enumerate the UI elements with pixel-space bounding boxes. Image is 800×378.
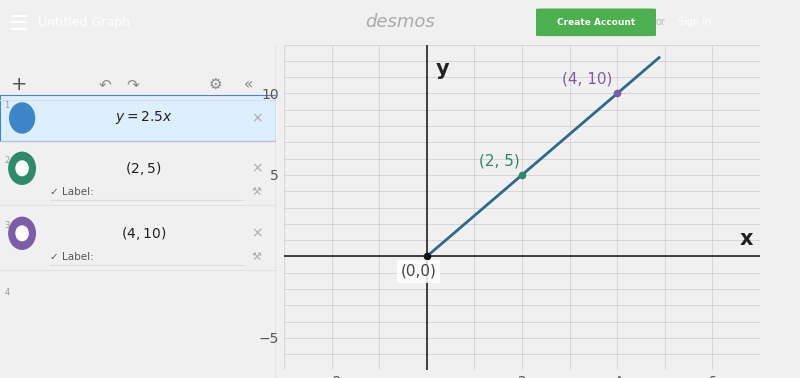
Circle shape — [16, 161, 28, 176]
Text: $(2,5)$: $(2,5)$ — [126, 160, 162, 177]
Text: ✓ Label:: ✓ Label: — [50, 187, 94, 197]
Text: $y = 2.5x$: $y = 2.5x$ — [114, 110, 173, 127]
Text: ×: × — [251, 111, 262, 125]
Text: ×: × — [251, 226, 262, 240]
Text: ⚒: ⚒ — [252, 187, 262, 197]
Text: «: « — [244, 77, 253, 92]
Text: +: + — [11, 75, 27, 94]
Text: 3: 3 — [4, 221, 10, 230]
Text: x: x — [739, 229, 753, 249]
Text: (0,0): (0,0) — [401, 264, 437, 279]
Text: 2: 2 — [4, 156, 10, 165]
Circle shape — [10, 103, 34, 133]
Circle shape — [9, 152, 35, 184]
Text: ×: × — [251, 161, 262, 175]
Text: (2, 5): (2, 5) — [479, 153, 520, 168]
Circle shape — [9, 217, 35, 249]
Text: ↶: ↶ — [98, 77, 111, 92]
Circle shape — [16, 226, 28, 241]
Text: (4, 10): (4, 10) — [562, 72, 613, 87]
Text: desmos: desmos — [365, 13, 435, 31]
Text: 4: 4 — [4, 288, 10, 297]
Text: 1: 1 — [4, 101, 10, 110]
Text: ⚒: ⚒ — [252, 252, 262, 262]
Text: y: y — [435, 59, 449, 79]
Text: ✓ Label:: ✓ Label: — [50, 252, 94, 262]
Text: ⚙: ⚙ — [209, 77, 222, 92]
FancyBboxPatch shape — [536, 8, 656, 36]
Text: Create Account: Create Account — [557, 18, 635, 27]
Text: Sign In: Sign In — [678, 17, 711, 27]
Text: or: or — [655, 17, 665, 27]
FancyBboxPatch shape — [0, 94, 276, 141]
Text: ↷: ↷ — [126, 77, 139, 92]
Text: Untitled Graph: Untitled Graph — [38, 16, 130, 29]
Text: ~: ~ — [17, 112, 27, 124]
Text: $(4,10)$: $(4,10)$ — [121, 225, 166, 242]
